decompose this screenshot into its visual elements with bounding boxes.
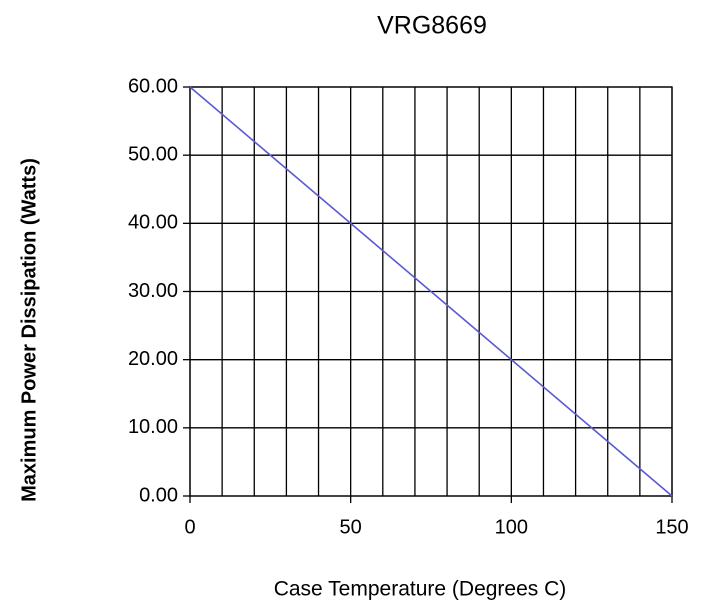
y-tick-label: 50.00	[128, 143, 178, 165]
y-axis-label: Maximum Power Dissipation (Watts)	[18, 158, 40, 502]
chart-title: VRG8669	[377, 12, 487, 40]
plot-frame	[189, 86, 673, 497]
x-tick-label: 50	[340, 516, 362, 538]
y-tick-label: 30.00	[128, 280, 178, 302]
y-tick-label: 0.00	[139, 484, 178, 506]
data-line	[189, 86, 673, 497]
y-tick-label: 60.00	[128, 75, 178, 97]
x-tick-label: 100	[495, 516, 528, 538]
x-tick-label: 150	[655, 516, 688, 538]
y-tick-label: 20.00	[128, 348, 178, 370]
y-tick-label: 10.00	[128, 416, 178, 438]
x-axis-label: Case Temperature (Degrees C)	[274, 578, 567, 601]
x-tick-label: 0	[184, 516, 195, 538]
y-tick-label: 40.00	[128, 212, 178, 234]
